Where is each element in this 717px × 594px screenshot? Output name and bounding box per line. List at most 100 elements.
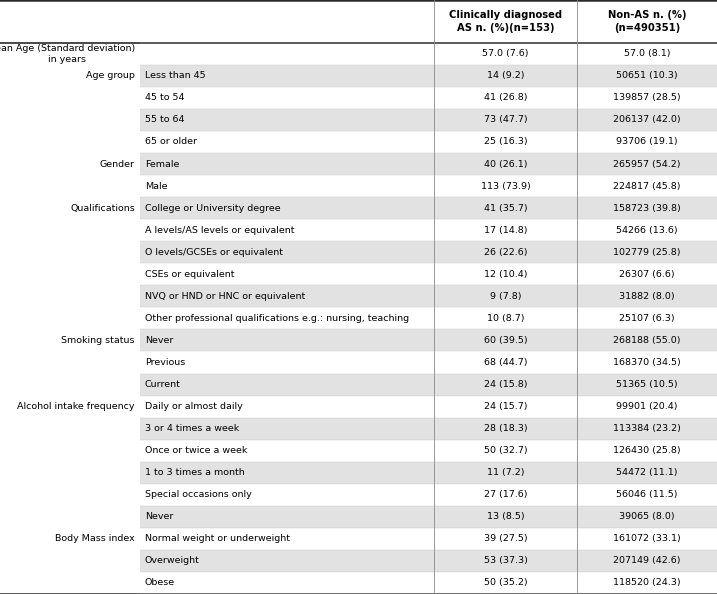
Bar	[0, 462, 140, 484]
Text: 50 (32.7): 50 (32.7)	[484, 446, 527, 455]
Text: 25107 (6.3): 25107 (6.3)	[619, 314, 675, 323]
Text: 102779 (25.8): 102779 (25.8)	[613, 248, 681, 257]
Text: 24 (15.7): 24 (15.7)	[484, 402, 527, 411]
Bar	[0, 330, 140, 352]
Text: 40 (26.1): 40 (26.1)	[484, 160, 527, 169]
Text: 73 (47.7): 73 (47.7)	[484, 115, 527, 124]
Text: 14 (9.2): 14 (9.2)	[487, 71, 524, 80]
Bar	[0, 219, 140, 241]
Text: 158723 (39.8): 158723 (39.8)	[613, 204, 681, 213]
Bar	[0, 0, 717, 43]
Text: Non-AS n. (%)
(n=490351): Non-AS n. (%) (n=490351)	[608, 10, 686, 33]
Text: Qualifications: Qualifications	[70, 204, 135, 213]
Text: 10 (8.7): 10 (8.7)	[487, 314, 524, 323]
Bar	[0, 65, 140, 87]
Bar	[0, 374, 140, 396]
Text: 39065 (8.0): 39065 (8.0)	[619, 513, 675, 522]
Text: 51365 (10.5): 51365 (10.5)	[617, 380, 678, 389]
Bar	[0, 418, 140, 440]
Text: 50651 (10.3): 50651 (10.3)	[617, 71, 678, 80]
Text: 57.0 (7.6): 57.0 (7.6)	[483, 49, 528, 58]
Bar	[140, 572, 717, 594]
Text: 26307 (6.6): 26307 (6.6)	[619, 270, 675, 279]
Text: Female: Female	[145, 160, 179, 169]
Text: Once or twice a week: Once or twice a week	[145, 446, 247, 455]
Bar	[140, 153, 717, 175]
Bar	[140, 65, 717, 87]
Text: Gender: Gender	[100, 160, 135, 169]
Text: 26 (22.6): 26 (22.6)	[484, 248, 527, 257]
Bar	[0, 197, 140, 219]
Bar	[0, 572, 140, 594]
Text: 118520 (24.3): 118520 (24.3)	[613, 579, 681, 587]
Bar	[0, 307, 140, 330]
Text: 207149 (42.6): 207149 (42.6)	[613, 557, 681, 565]
Text: 168370 (34.5): 168370 (34.5)	[613, 358, 681, 367]
Text: Overweight: Overweight	[145, 557, 200, 565]
Text: 50 (35.2): 50 (35.2)	[484, 579, 527, 587]
Text: 57.0 (8.1): 57.0 (8.1)	[624, 49, 670, 58]
Text: 45 to 54: 45 to 54	[145, 93, 184, 102]
Text: Alcohol intake frequency: Alcohol intake frequency	[17, 402, 135, 411]
Bar	[140, 330, 717, 352]
Bar	[140, 374, 717, 396]
Text: 56046 (11.5): 56046 (11.5)	[617, 490, 678, 500]
Text: 139857 (28.5): 139857 (28.5)	[613, 93, 681, 102]
Bar	[0, 241, 140, 263]
Bar	[0, 285, 140, 307]
Text: 99901 (20.4): 99901 (20.4)	[617, 402, 678, 411]
Text: Smoking status: Smoking status	[61, 336, 135, 345]
Text: Obese: Obese	[145, 579, 175, 587]
Bar	[0, 87, 140, 109]
Bar	[0, 396, 140, 418]
Text: 268188 (55.0): 268188 (55.0)	[613, 336, 681, 345]
Text: 60 (39.5): 60 (39.5)	[484, 336, 527, 345]
Bar	[0, 550, 140, 572]
Text: 54472 (11.1): 54472 (11.1)	[617, 468, 678, 477]
Text: 93706 (19.1): 93706 (19.1)	[617, 137, 678, 147]
Text: Normal weight or underweight: Normal weight or underweight	[145, 535, 290, 544]
Text: Age group: Age group	[86, 71, 135, 80]
Text: Male: Male	[145, 182, 167, 191]
Text: Special occasions only: Special occasions only	[145, 490, 252, 500]
Text: 113384 (23.2): 113384 (23.2)	[613, 424, 681, 433]
Text: Body Mass index: Body Mass index	[55, 535, 135, 544]
Text: 54266 (13.6): 54266 (13.6)	[617, 226, 678, 235]
Text: 13 (8.5): 13 (8.5)	[487, 513, 524, 522]
Bar	[140, 263, 717, 285]
Text: 12 (10.4): 12 (10.4)	[484, 270, 527, 279]
Bar	[140, 109, 717, 131]
Text: 24 (15.8): 24 (15.8)	[484, 380, 527, 389]
Bar	[0, 109, 140, 131]
Text: 41 (35.7): 41 (35.7)	[484, 204, 527, 213]
Text: Less than 45: Less than 45	[145, 71, 206, 80]
Text: 55 to 64: 55 to 64	[145, 115, 184, 124]
Text: Mean Age (Standard deviation)
    in years: Mean Age (Standard deviation) in years	[0, 44, 135, 64]
Bar	[140, 352, 717, 374]
Text: 31882 (8.0): 31882 (8.0)	[619, 292, 675, 301]
Bar	[140, 197, 717, 219]
Text: Other professional qualifications e.g.: nursing, teaching: Other professional qualifications e.g.: …	[145, 314, 409, 323]
Text: CSEs or equivalent: CSEs or equivalent	[145, 270, 234, 279]
Bar	[0, 175, 140, 197]
Bar	[0, 506, 140, 528]
Text: 224817 (45.8): 224817 (45.8)	[613, 182, 681, 191]
Bar	[140, 418, 717, 440]
Bar	[140, 175, 717, 197]
Bar	[140, 484, 717, 506]
Bar	[0, 263, 140, 285]
Bar	[0, 131, 140, 153]
Text: O levels/GCSEs or equivalent: O levels/GCSEs or equivalent	[145, 248, 282, 257]
Bar	[140, 528, 717, 550]
Bar	[0, 352, 140, 374]
Bar	[140, 440, 717, 462]
Text: 41 (26.8): 41 (26.8)	[484, 93, 527, 102]
Text: Current: Current	[145, 380, 181, 389]
Text: Never: Never	[145, 513, 174, 522]
Bar	[140, 506, 717, 528]
Text: Never: Never	[145, 336, 174, 345]
Text: 3 or 4 times a week: 3 or 4 times a week	[145, 424, 239, 433]
Text: 126430 (25.8): 126430 (25.8)	[613, 446, 681, 455]
Text: A levels/AS levels or equivalent: A levels/AS levels or equivalent	[145, 226, 295, 235]
Text: 25 (16.3): 25 (16.3)	[484, 137, 527, 147]
